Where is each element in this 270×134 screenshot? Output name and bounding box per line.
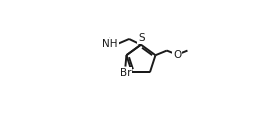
Text: O: O — [173, 50, 181, 60]
Text: S: S — [138, 33, 145, 43]
Text: NH: NH — [102, 39, 118, 49]
Text: Br: Br — [120, 68, 131, 78]
